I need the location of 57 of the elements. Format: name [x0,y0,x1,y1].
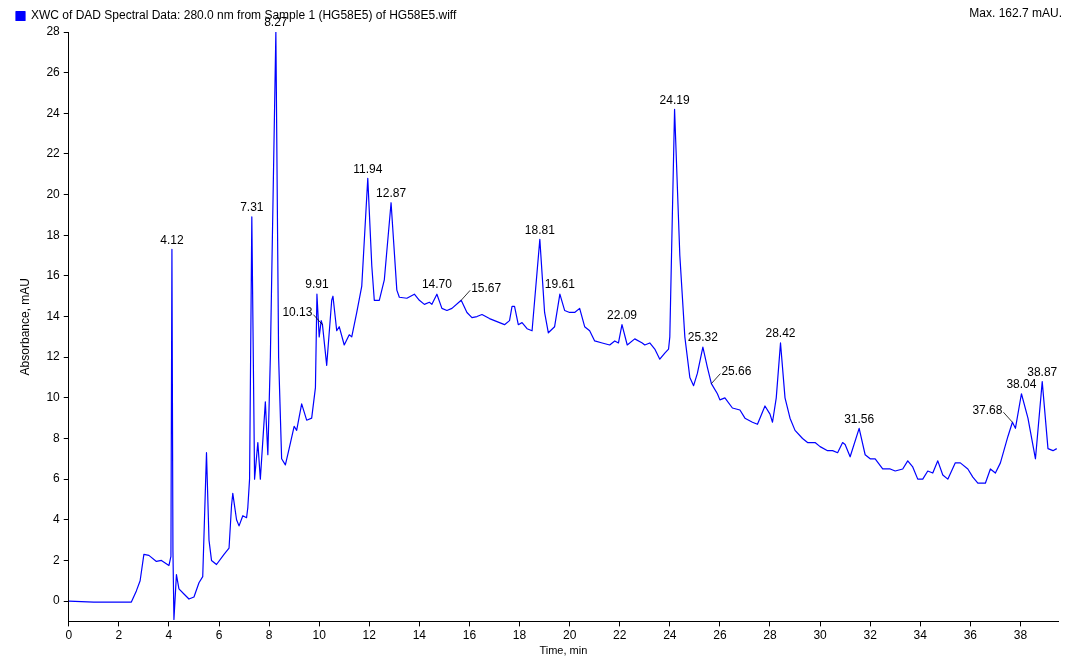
y-tick-label: 14 [46,308,61,323]
x-tick-label: 4 [165,627,173,642]
x-tick-label: 20 [562,627,577,642]
annotation: 28.42 [765,326,796,341]
y-tick-label: 4 [53,512,61,527]
x-tick-label: 18 [512,627,527,642]
x-tick-label: 16 [462,627,477,642]
annotation: 38.04 [1006,377,1037,392]
annotation: 24.19 [659,92,690,107]
y-tick-label: 12 [46,349,61,364]
x-tick-label: 2 [115,627,123,642]
annotation: 37.68 [972,402,1003,417]
annotation: 19.61 [544,277,576,292]
y-tick-label: 2 [53,552,61,567]
y-tick-label: 28 [46,24,61,39]
annotation: 38.87 [1027,364,1058,379]
annotation: 7.31 [240,200,264,215]
annotation: 14.70 [421,277,453,292]
annotation: 10.13 [282,304,313,319]
y-tick-label: 6 [53,471,61,486]
y-tick-label: 24 [46,105,61,120]
x-tick-label: 10 [312,627,327,642]
y-tick-label: 22 [46,146,61,161]
x-tick-label: 6 [215,627,223,642]
annotation: 12.87 [376,186,407,201]
x-tick-label: 12 [362,627,377,642]
x-tick-label: 30 [813,627,828,642]
x-tick-label: 28 [763,627,777,642]
x-tick-label: 24 [663,627,677,642]
x-tick-label: 36 [963,627,978,642]
y-tick-label: 8 [53,430,61,445]
annotation: 25.32 [687,330,719,345]
annotation: 15.67 [471,280,502,295]
y-tick-label: 18 [46,227,61,242]
x-tick-label: 32 [863,627,878,642]
annotation: 25.66 [721,363,752,378]
x-tick-label: 8 [265,627,273,642]
x-tick-label: 34 [913,627,928,642]
x-axis-title: Time, min [539,644,588,657]
y-axis-title: Absorbance, mAU [17,278,32,376]
x-tick-label: 14 [412,627,427,642]
annotation: 9.91 [305,277,329,292]
y-tick-label: 20 [46,186,61,201]
y-tick-label: 10 [46,390,61,405]
annotation: 11.94 [353,161,383,176]
annotation: 22.09 [606,307,638,322]
y-tick-label: 16 [46,268,61,283]
annotation: 4.12 [160,232,184,247]
annotation: 18.81 [524,222,556,237]
x-tick-label: 0 [65,627,73,642]
x-tick-label: 38 [1013,627,1028,642]
y-tick-label: 0 [53,593,61,608]
annotation: 31.56 [844,411,875,426]
text: Max. 162.7 mAU. [969,6,1062,21]
x-tick-label: 26 [713,627,727,642]
x-tick-label: 22 [613,627,627,642]
y-tick-label: 26 [46,64,61,79]
